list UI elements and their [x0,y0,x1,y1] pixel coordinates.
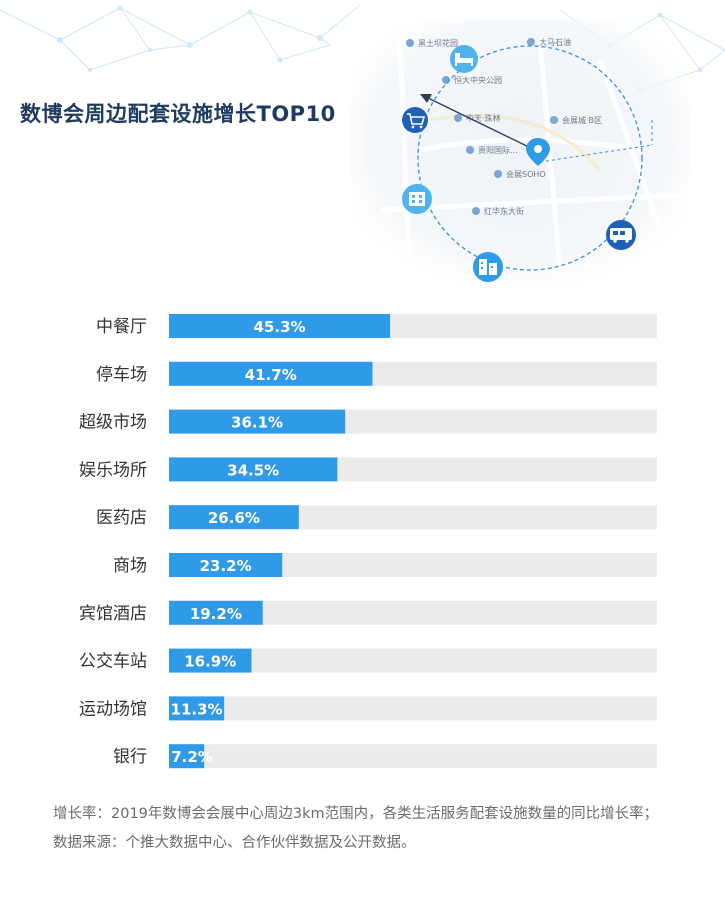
bar-track [169,696,657,721]
location-pin-icon [526,138,550,166]
category-label: 超级市场 [79,413,147,433]
category-label: 中餐厅 [96,317,147,337]
category-label: 商场 [113,556,147,576]
bar [169,648,252,673]
map-roads [379,39,681,281]
map-labels: 黑土坝花园 大马石油 恒大中央公园 贵阳国际... 中天·珠林 会展城·B区 会… [406,37,602,216]
category-label: 停车场 [96,365,147,385]
value-label: 7.2% [171,748,213,766]
value-label: 23.2% [200,557,252,575]
value-label: 45.3% [254,318,306,336]
value-label: 11.3% [171,700,223,718]
map-label: 大马石油 [539,37,571,47]
map-label: 恒大中央公园 [454,75,502,85]
map-label: 中天·珠林 [466,113,501,123]
bar [169,553,283,577]
value-label: 16.9% [184,653,236,671]
bar [169,600,263,625]
pointer-arrow [427,97,536,151]
category-label: 医药店 [96,508,147,528]
value-label: 41.7% [245,366,297,384]
bar [169,505,299,530]
bed-icon [450,45,478,73]
bar-chart: 中餐厅 45.3% 停车场 41.7% 超级市场 36.1% 娱乐场所 34.5% 医药店 26.… [79,314,657,769]
bar [169,409,346,434]
radius-circle [417,45,643,271]
apartments-icon [473,252,503,282]
building-icon [402,184,432,214]
radius-line [539,144,653,163]
category-label: 宾馆酒店 [79,604,147,624]
map-label: 贵阳国际... [478,145,518,155]
shopping-cart-icon [402,107,428,133]
bus-icon [606,220,636,250]
footnotes: 增长率：2019年数博会会展中心周边3km范围内，各类生活服务配套设施数量的同比… [53,800,693,858]
chart-title: 数博会周边配套设施增长TOP10 [20,102,336,126]
value-label: 26.6% [208,509,260,527]
value-label: 34.5% [227,461,279,479]
category-label: 公交车站 [79,652,147,672]
header-illustration: 黑土坝花园 大马石油 恒大中央公园 贵阳国际... 中天·珠林 会展城·B区 会… [0,4,725,290]
bar [169,361,373,386]
category-label: 银行 [113,747,147,767]
map-label: 红华东大街 [484,206,524,216]
value-label: 19.2% [190,605,242,623]
map-label: 会展城·B区 [562,115,602,125]
bar [169,744,205,769]
category-label: 运动场馆 [79,699,147,719]
bar-track [169,744,657,769]
map-label: 黑土坝花园 [418,38,458,48]
bar [169,696,225,721]
data-source: 数据来源：个推大数据中心、合作伙伴数据及公开数据。 [53,835,416,851]
value-label: 36.1% [231,414,283,432]
map-label: 会展SOHO [506,169,546,179]
bar [169,457,338,482]
growth-rate-definition: 增长率：2019年数博会会展中心周边3km范围内，各类生活服务配套设施数量的同比… [53,806,659,822]
bar [169,314,391,338]
category-label: 娱乐场所 [79,460,147,480]
